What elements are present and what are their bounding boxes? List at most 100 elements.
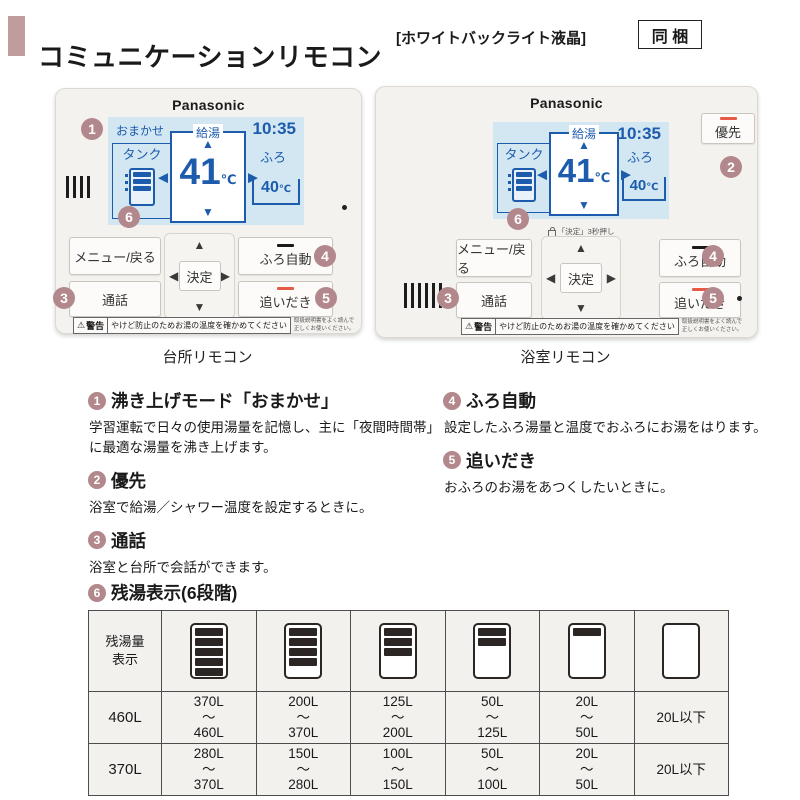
supply-temp-value: 41 bbox=[179, 151, 221, 192]
warning-box: ⚠ 警告 やけど防止のためお湯の温度を確かめてください bbox=[73, 317, 291, 334]
tank-level-icon bbox=[125, 168, 155, 206]
supply-temperature: 41℃ bbox=[551, 152, 617, 189]
warning-word: 警告 bbox=[474, 322, 493, 332]
left-arrow-icon: ◀ bbox=[169, 269, 179, 283]
supply-temp-unit: ℃ bbox=[220, 172, 237, 187]
bathroom-remote-caption: 浴室リモコン bbox=[520, 349, 611, 366]
section-accent-bar bbox=[8, 16, 25, 56]
tank-level-2-icon bbox=[473, 623, 512, 679]
tank-level-1-icon bbox=[567, 623, 606, 679]
feature-4-number: 4 bbox=[443, 391, 461, 410]
range-cell: 370L 〜 460L bbox=[162, 692, 256, 743]
down-arrow-icon: ▼ bbox=[193, 300, 206, 314]
warning-text: やけど防止のためお湯の温度を確かめてください bbox=[111, 321, 287, 330]
menu-back-button: メニュー/戻る bbox=[69, 237, 161, 275]
tank-icon-cell bbox=[634, 611, 728, 691]
table-corner-header: 残湯量 表示 bbox=[89, 611, 161, 691]
brand-logo: Panasonic bbox=[530, 95, 603, 111]
lcd-clock: 10:35 bbox=[617, 124, 661, 143]
up-arrow-icon: ▲ bbox=[578, 138, 590, 152]
callout-1: 1 bbox=[81, 118, 103, 140]
range-cell: 125L 〜 200L bbox=[351, 692, 445, 743]
range-cell: 50L 〜 100L bbox=[445, 744, 539, 795]
warning-label: ⚠ 警告 bbox=[74, 318, 109, 333]
feature-2-desc: 浴室で給湯／シャワー温度を設定するときに。 bbox=[89, 499, 373, 515]
lcd-screen: おまかせ 10:35 タンク 給湯 ▲ 41℃ ▼ ◀ ▶ ふろ 40℃ bbox=[108, 117, 304, 225]
left-arrow-icon: ◀ bbox=[158, 169, 168, 185]
feature-5-title: 5 追いだき bbox=[443, 448, 778, 473]
lcd-screen: 10:35 タンク 給湯 ▲ 41℃ ▼ ◀ ▶ ふろ 40℃ bbox=[493, 122, 669, 219]
feature-4-desc: 設定したふろ湯量と温度でおふろにお湯をはります。 bbox=[444, 420, 767, 435]
feature-2-title-text: 優先 bbox=[111, 470, 146, 491]
priority-label: 優先 bbox=[714, 124, 741, 140]
features-left-column: 1 沸き上げモード「おまかせ」 学習運転で日々の使用湯量を記憶し、主に「夜間時間帯… bbox=[88, 388, 438, 578]
bath-auto-label: ふろ自動 bbox=[259, 252, 312, 267]
callout-2: 2 bbox=[720, 156, 742, 178]
up-arrow-icon: ▲ bbox=[202, 137, 214, 151]
right-arrow-icon: ▶ bbox=[606, 271, 616, 285]
range-cell: 280L 〜 370L bbox=[162, 744, 256, 795]
range-cell: 50L 〜 125L bbox=[445, 692, 539, 743]
callout-3: 3 bbox=[437, 287, 459, 309]
tank-icon-cell bbox=[351, 611, 445, 691]
callout-5: 5 bbox=[315, 287, 337, 309]
indicator-dot bbox=[737, 296, 742, 301]
bath-temp-unit: ℃ bbox=[646, 182, 659, 193]
feature-1-title-text: 沸き上げモード「おまかせ」 bbox=[111, 391, 339, 411]
lcd-bath-label: ふろ bbox=[626, 150, 653, 165]
lcd-bath-label: ふろ bbox=[259, 150, 286, 165]
feature-2-title: 2 優先 bbox=[88, 468, 438, 493]
usage-notice: 取扱説明書をよく読んで 正しくお使いください。 bbox=[681, 319, 743, 333]
feature-1-title: 1 沸き上げモード「おまかせ」 bbox=[88, 388, 438, 413]
enter-label: 決定 bbox=[186, 269, 213, 285]
table-section-title: 6 残湯表示(6段階) bbox=[88, 580, 237, 605]
bath-auto-button: ふろ自動 bbox=[659, 239, 741, 277]
warning-word: 警告 bbox=[86, 321, 105, 331]
range-cell: 20L以下 bbox=[634, 692, 728, 743]
bath-temp-value: 40 bbox=[629, 177, 647, 194]
warning-label: ⚠ 警告 bbox=[462, 319, 497, 334]
lamp-bar-icon bbox=[691, 288, 709, 291]
range-cell: 100L 〜 150L bbox=[351, 744, 445, 795]
lamp-bar-icon bbox=[277, 244, 294, 247]
callout-3: 3 bbox=[53, 287, 75, 309]
speaker-grille-icon bbox=[66, 176, 90, 198]
reheat-button: 追いだき bbox=[659, 282, 741, 318]
tank-icon-cell bbox=[162, 611, 256, 691]
lcd-tank-label: タンク bbox=[122, 147, 162, 162]
callout-5: 5 bbox=[702, 287, 724, 309]
enter-button: 決定 bbox=[560, 263, 602, 293]
tank-level-4-icon bbox=[284, 623, 323, 679]
warning-strip: ⚠ 警告 やけど防止のためお湯の温度を確かめてください 取扱説明書をよく読んで 正… bbox=[73, 317, 354, 334]
lcd-tank-panel: タンク bbox=[497, 143, 551, 213]
warning-text: やけど防止のためお湯の温度を確かめてください bbox=[499, 322, 675, 331]
enter-button: 決定 bbox=[178, 261, 221, 291]
kitchen-remote-caption: 台所リモコン bbox=[162, 349, 253, 366]
lamp-bar-icon bbox=[277, 287, 294, 290]
page-subtitle: [ホワイトバックライト液晶] bbox=[396, 30, 586, 47]
right-arrow-icon: ▶ bbox=[248, 169, 258, 185]
feature-2-number: 2 bbox=[88, 471, 106, 490]
call-button: 通話 bbox=[456, 282, 532, 318]
feature-3-title-text: 通話 bbox=[111, 530, 146, 551]
feature-5-title-text: 追いだき bbox=[466, 450, 536, 471]
bath-temperature: 40℃ bbox=[252, 179, 300, 205]
tank-level-5-icon bbox=[189, 623, 228, 679]
down-arrow-icon: ▼ bbox=[575, 301, 587, 315]
row-label-370: 370L bbox=[89, 744, 161, 795]
menu-back-button: メニュー/戻る bbox=[456, 239, 532, 277]
tank-icon-cell bbox=[540, 611, 634, 691]
call-button: 通話 bbox=[69, 281, 161, 317]
tank-icon-cell bbox=[256, 611, 350, 691]
lcd-mode-label: おまかせ bbox=[116, 124, 165, 138]
callout-4: 4 bbox=[702, 245, 724, 267]
included-badge: 同 梱 bbox=[638, 20, 702, 49]
warning-box: ⚠ 警告 やけど防止のためお湯の温度を確かめてください bbox=[461, 318, 679, 335]
feature-3-title: 3 通話 bbox=[88, 528, 438, 553]
callout-4: 4 bbox=[314, 245, 336, 267]
tank-level-table: 残湯量 表示 460L 370L 〜 460L 200L 〜 370L 125L… bbox=[88, 610, 729, 796]
down-arrow-icon: ▼ bbox=[578, 198, 590, 212]
lcd-supply-panel: 給湯 ▲ 41℃ ▼ ◀ ▶ bbox=[537, 125, 631, 216]
call-label: 通話 bbox=[480, 293, 507, 309]
menu-back-label: メニュー/戻る bbox=[457, 242, 526, 276]
